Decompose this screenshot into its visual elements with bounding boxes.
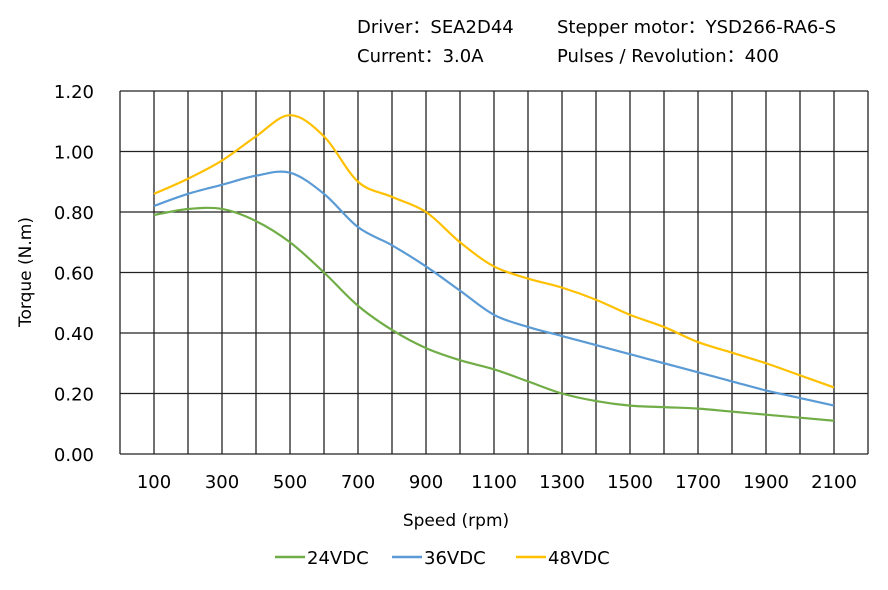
x-tick-label: 100 [137,472,171,493]
y-tick-label: 0.40 [54,324,94,345]
x-tick-label: 1300 [539,472,585,493]
series-line-36VDC [153,170,835,407]
current-label: Current：3.0A [357,46,484,67]
x-tick-label: 1700 [675,472,721,493]
y-tick-label: 0.60 [54,264,94,285]
y-tick-label: 0.80 [54,203,94,224]
x-tick-label: 900 [409,472,443,493]
y-tick-label: 0.20 [54,385,94,406]
driver-label: Driver：SEA2D44 [357,17,514,38]
x-tick-label: 2100 [811,472,857,493]
x-tick-label: 500 [273,472,307,493]
x-tick-labels: 100 300 500 700 900 1100 1300 1500 1700 1900 2100 [137,472,857,493]
legend-label: 36VDC [424,548,486,569]
legend-label: 48VDC [548,548,610,569]
y-tick-labels: 0.00 0.20 0.40 0.60 0.80 1.00 1.20 [54,82,94,466]
x-tick-label: 1500 [607,472,653,493]
series-lines [153,114,835,422]
x-tick-label: 1100 [471,472,517,493]
y-tick-label: 0.00 [54,445,94,466]
x-tick-label: 300 [205,472,239,493]
y-tick-label: 1.00 [54,143,94,164]
grid [119,90,869,455]
x-tick-label: 1900 [743,472,789,493]
legend-label: 24VDC [307,548,369,569]
legend: 24VDC 36VDC 48VDC [275,548,610,569]
series-line-48VDC [153,114,835,389]
y-axis-label: Torque (N.m) [16,217,36,328]
motor-label: Stepper motor：YSD266-RA6-S [557,17,836,38]
y-tick-label: 1.20 [54,82,94,103]
series-line-24VDC [153,206,835,422]
pulses-label: Pulses / Revolution：400 [557,46,779,67]
x-tick-label: 700 [341,472,375,493]
x-axis-label: Speed (rpm) [403,511,509,531]
